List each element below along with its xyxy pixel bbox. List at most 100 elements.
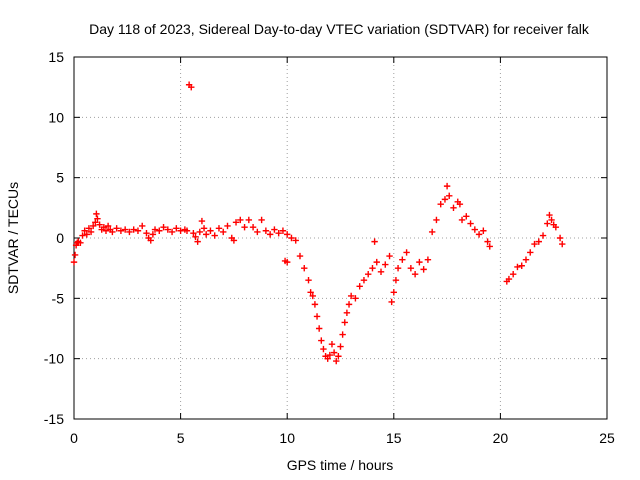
data-point xyxy=(177,227,184,234)
data-point xyxy=(458,216,466,224)
data-point xyxy=(531,240,538,248)
data-point xyxy=(324,355,331,362)
data-point xyxy=(71,251,79,259)
data-point xyxy=(411,271,419,278)
data-point xyxy=(527,249,534,256)
data-point xyxy=(126,228,133,236)
data-point xyxy=(373,258,380,266)
data-point xyxy=(552,223,560,231)
data-point xyxy=(394,264,402,272)
data-point xyxy=(548,216,555,224)
data-point xyxy=(196,228,203,236)
data-point xyxy=(509,271,517,278)
data-point xyxy=(388,298,395,306)
data-point xyxy=(230,237,238,244)
data-point xyxy=(480,227,487,234)
data-point xyxy=(149,231,157,238)
y-tick-label: -10 xyxy=(44,351,64,367)
data-point xyxy=(343,309,351,317)
data-point xyxy=(433,216,440,224)
x-tick-label: 15 xyxy=(386,430,402,446)
data-point xyxy=(284,258,291,266)
data-point xyxy=(275,229,282,237)
data-point xyxy=(437,201,444,208)
data-point xyxy=(345,301,353,308)
data-point xyxy=(371,238,378,245)
data-point xyxy=(254,228,261,236)
data-point xyxy=(486,243,493,250)
data-point xyxy=(505,275,513,283)
data-point xyxy=(279,227,287,234)
data-point xyxy=(382,261,389,268)
data-point xyxy=(85,225,93,232)
data-point xyxy=(369,264,376,272)
data-point xyxy=(70,258,78,266)
data-point xyxy=(407,264,415,272)
x-axis-label: GPS time / hours xyxy=(287,457,394,473)
data-point xyxy=(546,211,553,219)
data-point xyxy=(347,292,355,300)
data-point xyxy=(330,349,338,356)
data-point xyxy=(156,227,163,234)
data-point xyxy=(241,223,248,231)
data-point xyxy=(113,225,120,232)
data-point xyxy=(89,222,97,230)
data-point xyxy=(450,204,457,212)
data-point xyxy=(183,227,191,234)
data-point xyxy=(96,221,103,228)
data-point xyxy=(301,264,308,272)
data-point xyxy=(262,227,270,234)
data-point xyxy=(339,331,346,338)
data-point xyxy=(535,238,542,245)
data-point xyxy=(93,210,100,218)
data-point xyxy=(266,231,274,238)
data-point xyxy=(102,227,110,234)
data-point xyxy=(326,351,334,359)
y-tick-label: 0 xyxy=(56,230,64,246)
data-point xyxy=(315,325,323,332)
data-point xyxy=(190,229,197,237)
y-tick-label: 15 xyxy=(48,49,64,65)
data-point xyxy=(160,223,167,231)
data-point xyxy=(556,234,564,242)
y-axis-label: SDTVAR / TECUs xyxy=(5,182,21,294)
data-point xyxy=(79,232,86,239)
data-point xyxy=(232,219,240,226)
data-point xyxy=(471,226,479,233)
data-point xyxy=(200,225,208,232)
data-point xyxy=(215,225,223,232)
data-point xyxy=(173,225,180,232)
data-point xyxy=(94,215,101,222)
data-point xyxy=(463,213,470,220)
data-point xyxy=(104,222,112,230)
axis-ticks xyxy=(73,56,608,420)
data-point xyxy=(258,216,265,224)
data-point xyxy=(307,289,314,296)
data-point xyxy=(360,277,368,284)
data-point xyxy=(139,222,146,230)
data-point xyxy=(456,201,464,208)
data-point xyxy=(220,228,227,236)
data-point xyxy=(313,313,321,320)
data-point xyxy=(117,227,125,234)
y-tick-labels: -15 -10 -5 0 5 10 15 xyxy=(44,49,64,427)
y-tick-label: 10 xyxy=(48,109,64,125)
data-point xyxy=(121,226,129,233)
data-point xyxy=(311,301,319,308)
data-point xyxy=(168,228,176,236)
data-point xyxy=(514,263,521,271)
data-point xyxy=(443,182,451,190)
data-point xyxy=(328,340,336,348)
data-point xyxy=(392,277,400,284)
data-point xyxy=(192,233,199,240)
data-point xyxy=(211,232,218,239)
y-tick-label: -15 xyxy=(44,411,64,427)
data-point xyxy=(559,240,566,248)
data-point xyxy=(390,289,397,296)
data-point xyxy=(249,223,257,231)
data-point xyxy=(292,237,299,244)
data-point xyxy=(296,252,304,260)
x-tick-labels: 0 5 10 15 20 25 xyxy=(70,430,615,446)
data-point xyxy=(365,271,372,278)
